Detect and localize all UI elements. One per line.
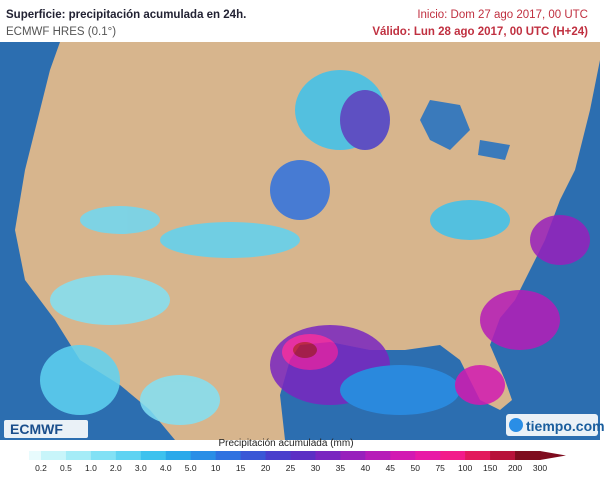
logo-box [506, 414, 598, 436]
colorbar-label: 0.5 [60, 463, 72, 473]
colorbar-segment [115, 451, 142, 460]
colorbar-segment [340, 451, 366, 460]
colorbar-label: 15 [236, 463, 246, 473]
colorbar-segment [315, 451, 341, 460]
colorbar-segment [490, 451, 516, 460]
header-band [0, 0, 606, 42]
great-lakes [478, 140, 510, 160]
colorbar-label: 25 [286, 463, 296, 473]
colorbar-start [29, 451, 41, 460]
legend-title: Precipitación acumulada (mm) [218, 438, 353, 449]
colorbar-segment [290, 451, 316, 460]
colorbar-segment [265, 451, 291, 460]
colorbar-segment [390, 451, 416, 460]
colorbar-label: 100 [458, 463, 472, 473]
colorbar: 0.2 0.5 1.0 2.0 3.0 4.0 5.0 10 15 20 25 30 35 40 45 50 7… [29, 451, 566, 473]
colorbar-label: 300 [533, 463, 547, 473]
colorbar-label: 3.0 [135, 463, 147, 473]
colorbar-label: 10 [211, 463, 221, 473]
colorbar-label: 0.2 [35, 463, 47, 473]
colorbar-segment [41, 451, 67, 460]
colorbar-label: 75 [435, 463, 445, 473]
model: ECMWF HRES (0.1°) [6, 26, 116, 38]
colorbar-segment [415, 451, 441, 460]
colorbar-label: 20 [261, 463, 271, 473]
logo-box [4, 420, 88, 438]
map: ECMWF tiempo.com [0, 42, 605, 440]
colorbar-segment [440, 451, 466, 460]
colorbar-label: 150 [483, 463, 497, 473]
init-time: Inicio: Dom 27 ago 2017, 00 UTC [417, 9, 588, 21]
colorbar-label: 45 [386, 463, 396, 473]
colorbar-label: 35 [336, 463, 346, 473]
logo-left: ECMWF [10, 421, 63, 437]
colorbar-label: 2.0 [110, 463, 122, 473]
colorbar-segment [215, 451, 242, 460]
colorbar-arrow [540, 451, 566, 460]
great-lakes [420, 100, 470, 150]
colorbar-segment [140, 451, 167, 460]
title: Superficie: precipitación acumulada en 2… [6, 9, 246, 21]
colorbar-label: 40 [361, 463, 371, 473]
logo-icon [509, 418, 523, 432]
colorbar-segment [165, 451, 192, 460]
colorbar-label: 200 [508, 463, 522, 473]
colorbar-label: 5.0 [185, 463, 197, 473]
colorbar-segment [90, 451, 117, 460]
colorbar-segment [190, 451, 217, 460]
colorbar-segment [465, 451, 491, 460]
colorbar-segment [65, 451, 92, 460]
colorbar-label: 1.0 [85, 463, 97, 473]
precipitation [40, 70, 590, 425]
colorbar-label: 50 [411, 463, 421, 473]
colorbar-label: 30 [311, 463, 321, 473]
colorbar-label: 4.0 [160, 463, 172, 473]
colorbar-segment [365, 451, 391, 460]
logo-right: tiempo.com [526, 418, 605, 434]
colorbar-segment [240, 451, 267, 460]
valid-time: Válido: Lun 28 ago 2017, 00 UTC (H+24) [372, 26, 588, 38]
colorbar-segment [515, 451, 541, 460]
